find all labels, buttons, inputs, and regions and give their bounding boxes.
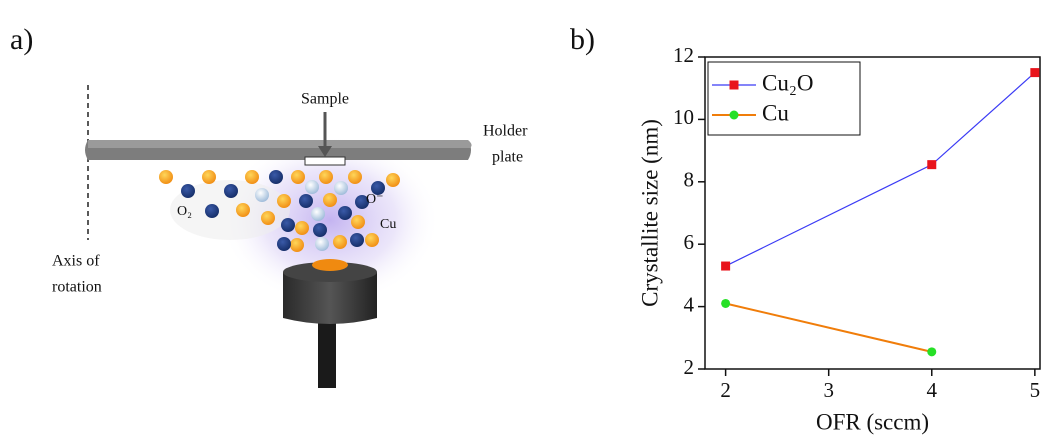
panel-label: a) xyxy=(10,23,33,56)
o2-label: O₂ xyxy=(177,204,192,219)
cu-label: Cu xyxy=(380,217,396,232)
y-tick-label: 10 xyxy=(673,105,694,129)
axis-label: rotation xyxy=(52,279,102,296)
holder-top xyxy=(88,140,472,148)
legend-marker xyxy=(730,111,739,120)
y-tick-label: 2 xyxy=(684,355,695,379)
chart: b) 2 3 4 5 2 4 6 8 10 12 OFR (sccm) Crystallite size… xyxy=(570,23,1040,434)
x-axis-label: OFR (sccm) xyxy=(816,409,929,434)
marker xyxy=(721,262,730,271)
legend-marker xyxy=(730,81,739,90)
x-tick-label: 5 xyxy=(1030,378,1041,402)
x-tick-label: 2 xyxy=(720,378,731,402)
sample-label: Sample xyxy=(301,91,349,108)
target xyxy=(312,259,348,271)
holder-label: Holder xyxy=(483,123,528,140)
y-tick-label: 6 xyxy=(684,230,695,254)
legend-label: Cu xyxy=(762,100,789,125)
y-axis-label: Crystallite size (nm) xyxy=(637,119,662,307)
o-ion-label: O⁻ xyxy=(366,192,384,207)
source-stem xyxy=(318,318,336,388)
marker xyxy=(927,160,936,169)
holder-label: plate xyxy=(492,149,523,166)
series-line xyxy=(726,303,932,351)
diagram: a) Sample Holder plate Axis of rotation xyxy=(10,23,528,388)
panel-label: b) xyxy=(570,23,595,56)
axis-label: Axis of xyxy=(52,253,100,270)
y-tick-label: 8 xyxy=(684,168,695,192)
legend-label: Cu₂O xyxy=(762,70,813,95)
y-tick-label: 4 xyxy=(684,292,695,316)
y-tick-label: 12 xyxy=(673,43,694,67)
marker xyxy=(721,299,730,308)
marker xyxy=(927,347,936,356)
figure: a) Sample Holder plate Axis of rotation xyxy=(0,0,1054,441)
sample xyxy=(305,157,345,165)
marker xyxy=(1030,68,1039,77)
x-tick-label: 4 xyxy=(927,378,938,402)
x-tick-label: 3 xyxy=(823,378,834,402)
